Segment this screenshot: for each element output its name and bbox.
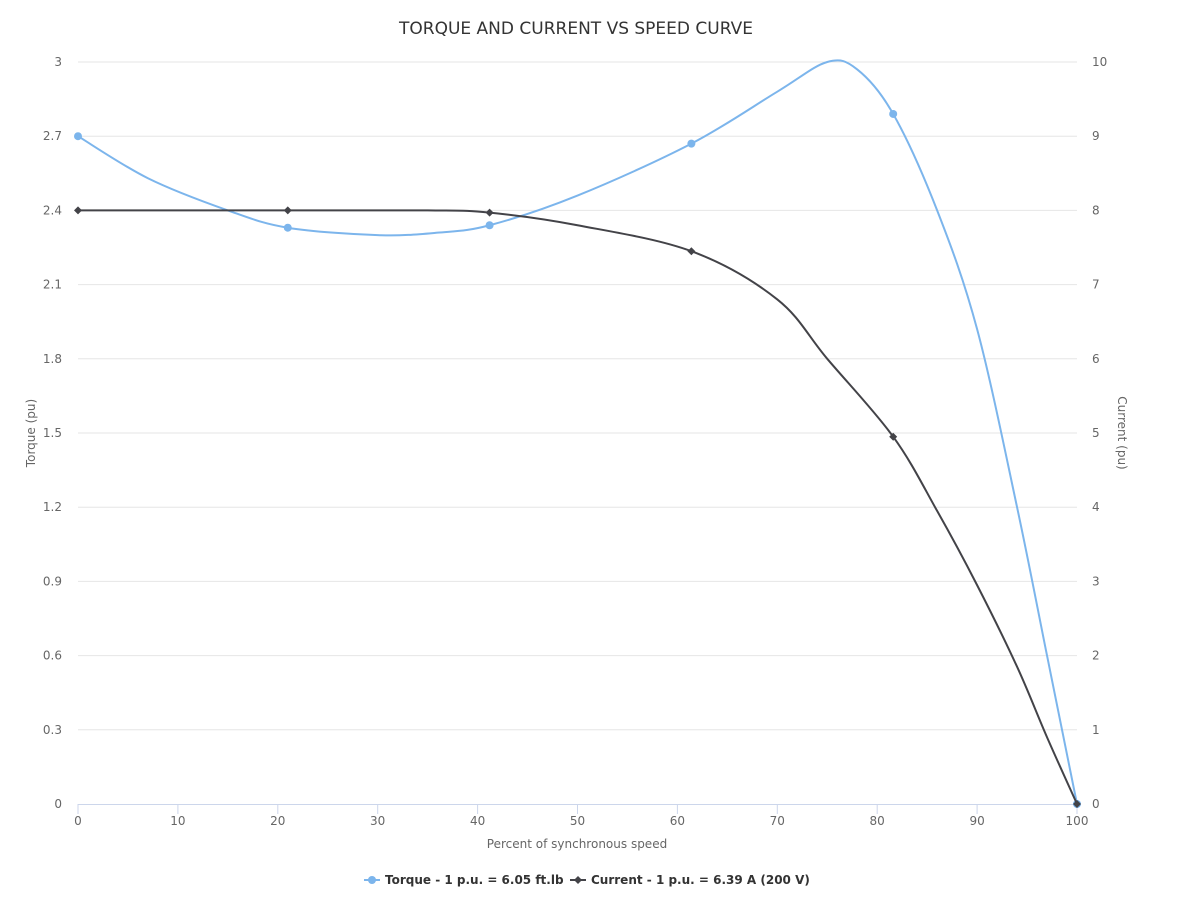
y-left-tick-label: 1.2 — [43, 500, 62, 514]
y-axis-left-title: Torque (pu) — [24, 399, 38, 468]
y-left-tick-label: 1.8 — [43, 352, 62, 366]
y-left-tick-label: 2.1 — [43, 278, 62, 292]
x-tick-label: 40 — [470, 814, 485, 828]
y-right-tick-label: 3 — [1092, 574, 1100, 588]
current-data-point — [283, 206, 292, 215]
y-left-tick-label: 1.5 — [43, 426, 62, 440]
y-right-tick-label: 4 — [1092, 500, 1100, 514]
torque-series-line — [77, 59, 1078, 805]
x-tick-label: 30 — [370, 814, 385, 828]
x-tick-label: 70 — [770, 814, 785, 828]
y-right-tick-label: 5 — [1092, 426, 1100, 440]
current-data-point — [1073, 800, 1081, 808]
y-left-tick-label: 0.3 — [43, 723, 62, 737]
y-axis-right: 0 1 2 3 4 5 6 7 8 9 10 — [1092, 55, 1107, 811]
legend-current-label: Current - 1 p.u. = 6.39 A (200 V) — [591, 873, 810, 887]
legend-torque-marker — [368, 876, 376, 884]
legend-torque-label: Torque - 1 p.u. = 6.05 ft.lb — [385, 873, 564, 887]
x-tick-label: 60 — [670, 814, 685, 828]
x-tick-label: 50 — [570, 814, 585, 828]
series-group — [74, 59, 1081, 808]
current-data-point — [74, 206, 82, 215]
y-left-tick-label: 0.9 — [43, 574, 62, 588]
x-axis-title: Percent of synchronous speed — [487, 837, 667, 851]
x-tick-label: 10 — [170, 814, 185, 828]
y-left-tick-label: 0.6 — [43, 649, 62, 663]
y-right-tick-label: 10 — [1092, 55, 1107, 69]
current-data-point — [485, 208, 494, 217]
x-tick-label: 20 — [270, 814, 285, 828]
x-tick-label: 80 — [870, 814, 885, 828]
y-axis-left: 0 0.3 0.6 0.9 1.2 1.5 1.8 2.1 2.4 2.7 3 — [43, 55, 62, 811]
y-right-tick-label: 7 — [1092, 278, 1100, 292]
y-right-tick-label: 6 — [1092, 352, 1100, 366]
legend-current-marker — [574, 876, 582, 884]
x-axis: 0 10 20 30 40 50 60 70 80 90 100 — [74, 804, 1088, 828]
chart-title: TORQUE AND CURRENT VS SPEED CURVE — [398, 19, 753, 39]
x-tick-label: 100 — [1066, 814, 1089, 828]
x-tick-label: 0 — [74, 814, 82, 828]
y-right-tick-label: 9 — [1092, 129, 1100, 143]
y-right-tick-label: 0 — [1092, 797, 1100, 811]
y-right-tick-label: 8 — [1092, 203, 1100, 217]
y-right-tick-label: 1 — [1092, 723, 1100, 737]
y-axis-right-title: Current (pu) — [1115, 396, 1129, 469]
torque-data-point — [485, 221, 494, 230]
current-data-point — [687, 247, 696, 256]
current-data-point — [889, 432, 898, 441]
legend: Torque - 1 p.u. = 6.05 ft.lb Current - 1 … — [364, 873, 810, 887]
current-series-line — [78, 209, 1078, 805]
torque-data-point — [889, 109, 898, 118]
x-tick-label: 90 — [969, 814, 984, 828]
torque-data-point — [74, 132, 82, 141]
y-left-tick-label: 2.4 — [43, 203, 62, 217]
torque-data-point — [283, 223, 292, 232]
grid-lines — [78, 61, 1077, 731]
y-left-tick-label: 3 — [54, 55, 62, 69]
y-left-tick-label: 2.7 — [43, 129, 62, 143]
y-left-tick-label: 0 — [54, 797, 62, 811]
torque-data-point — [687, 139, 696, 148]
y-right-tick-label: 2 — [1092, 649, 1100, 663]
